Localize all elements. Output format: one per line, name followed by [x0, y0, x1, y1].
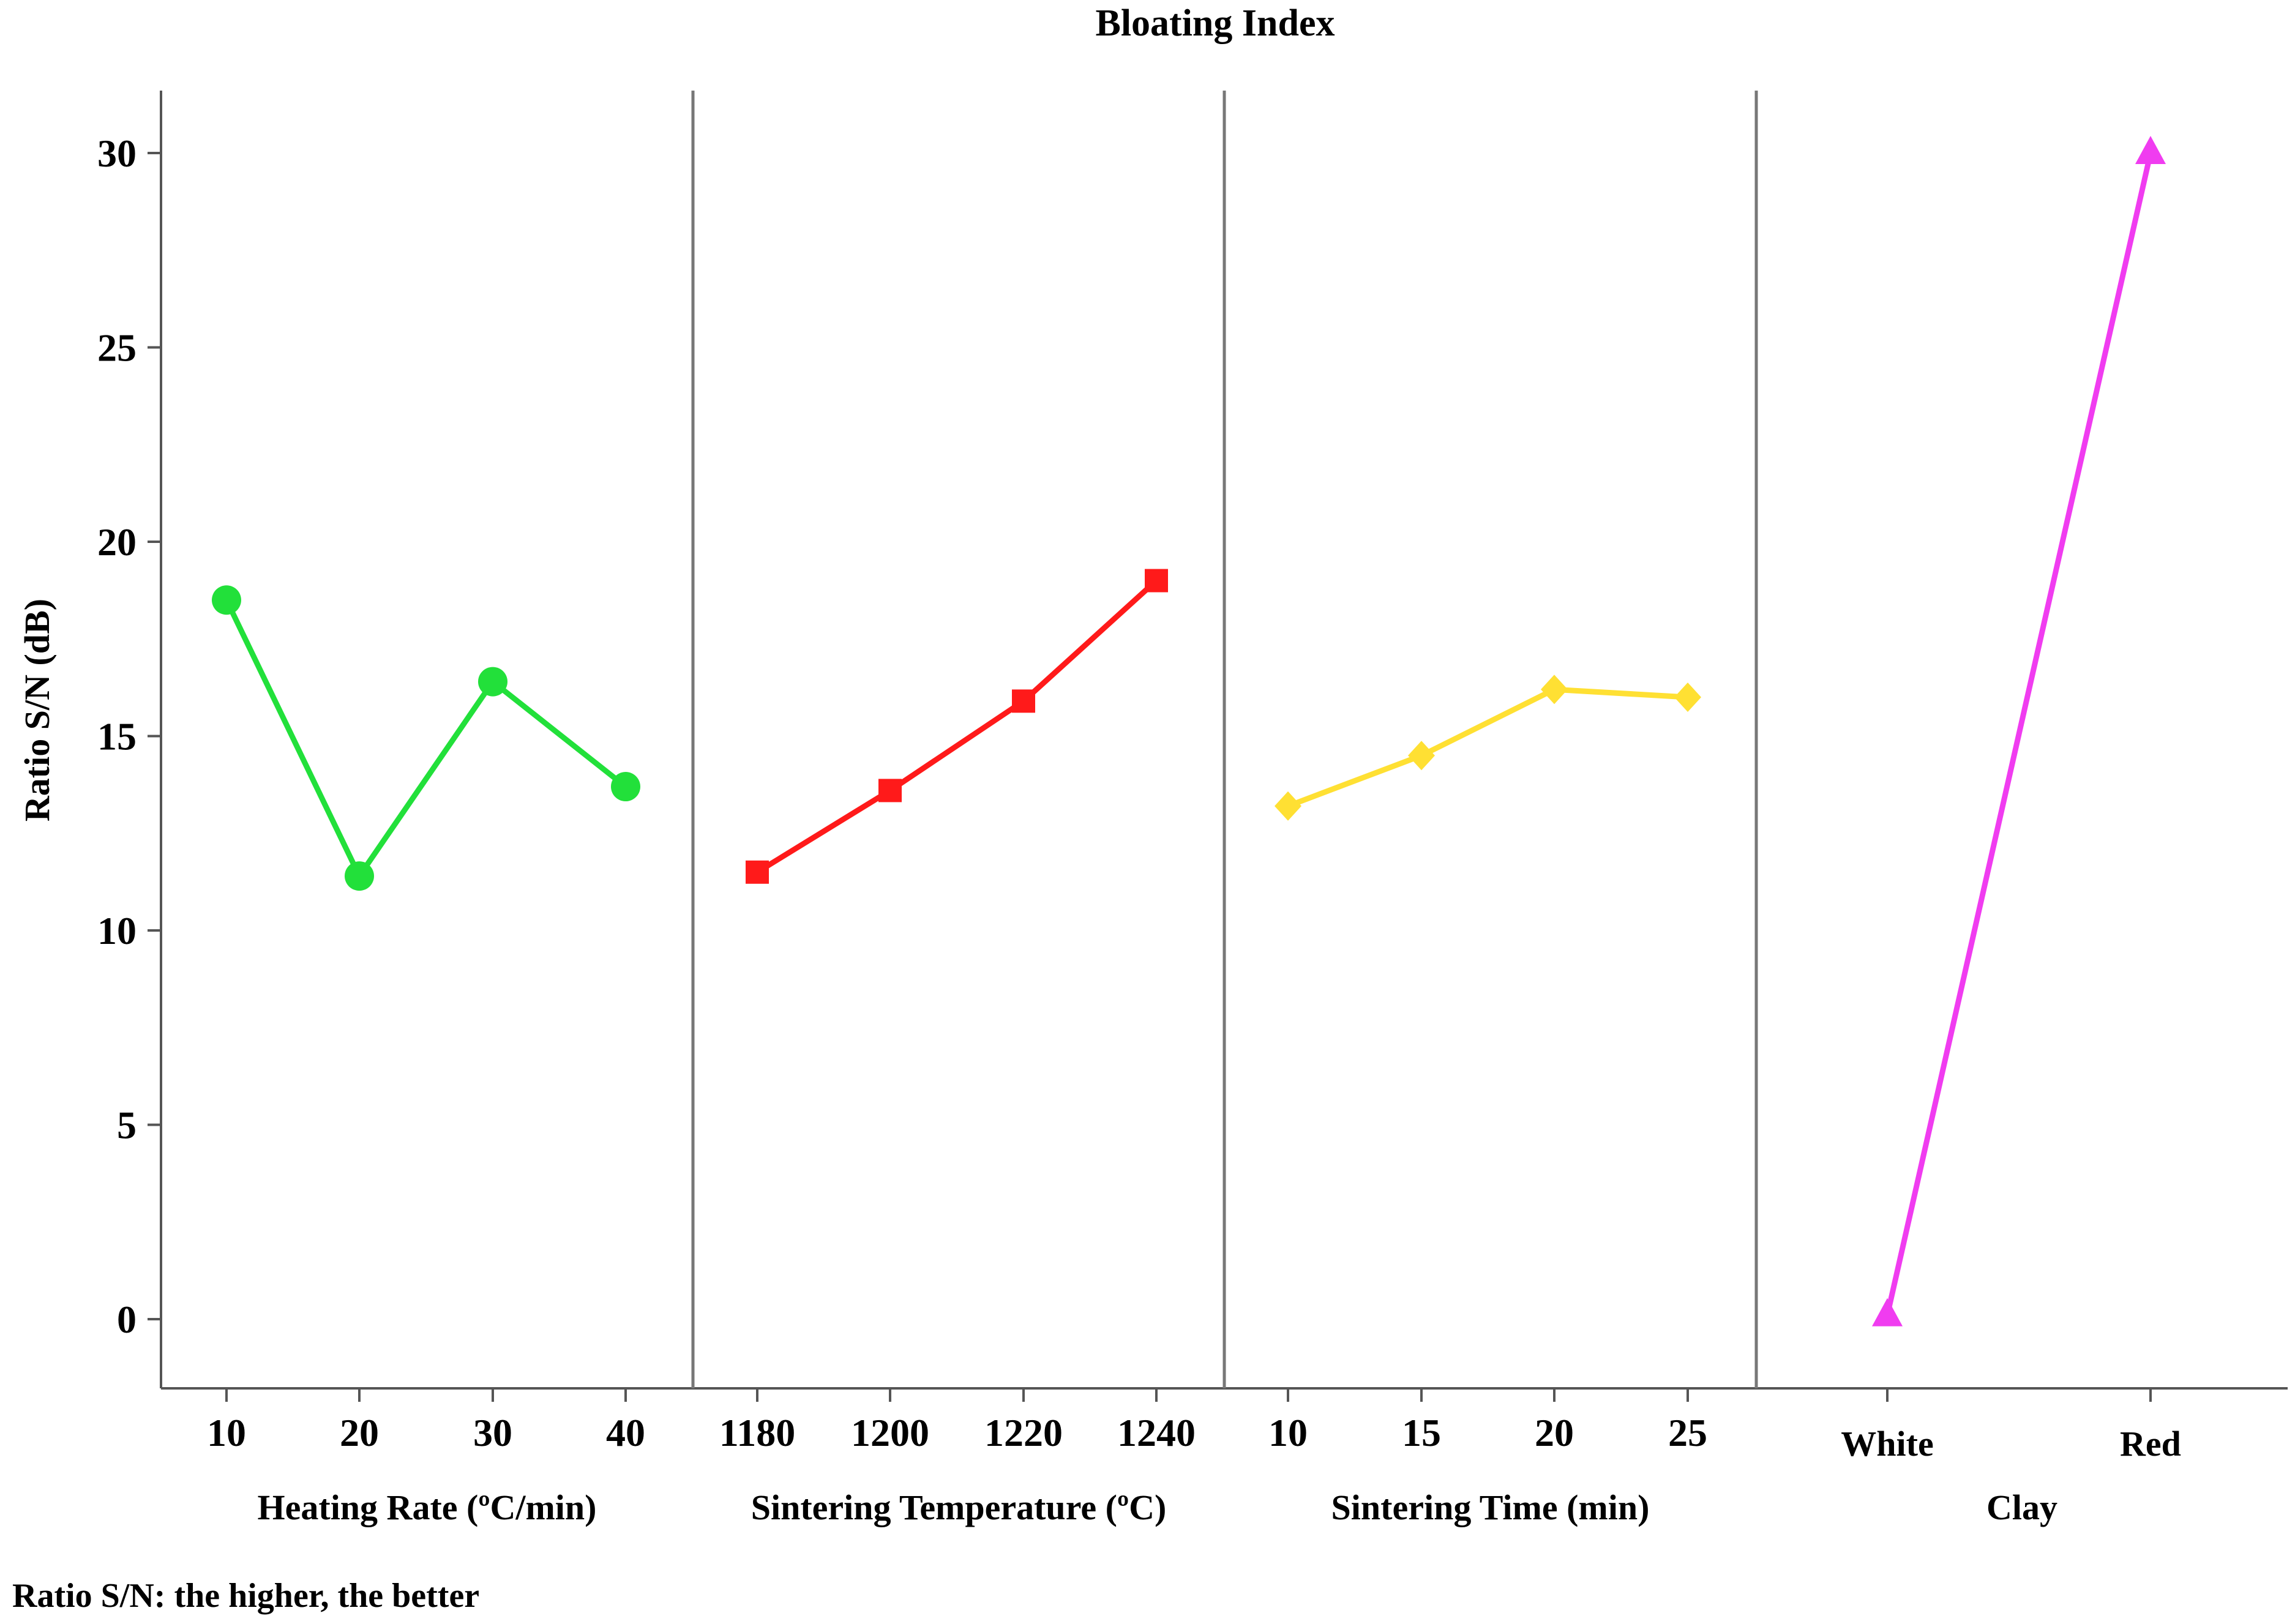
- series-line: [1884, 152, 2154, 1316]
- data-point: [2135, 136, 2166, 164]
- y-tick-label: 20: [97, 520, 137, 564]
- y-tick-label: 10: [97, 909, 137, 952]
- data-point: [1408, 741, 1435, 771]
- data-point: [1275, 791, 1301, 821]
- x-tick-label: 20: [340, 1411, 379, 1454]
- x-tick-label: 1240: [1117, 1411, 1196, 1454]
- x-tick-label: 1200: [851, 1411, 929, 1454]
- x-tick-label: 10: [1268, 1411, 1308, 1454]
- data-point: [878, 779, 902, 803]
- x-tick-label: 30: [473, 1411, 512, 1454]
- y-tick-label: 15: [97, 715, 137, 758]
- y-tick-label: 30: [97, 132, 137, 175]
- series-line: [223, 599, 627, 879]
- x-tick-label: 1220: [984, 1411, 1063, 1454]
- panel-3: 10 15 20 25 Sintering Time (min): [1268, 675, 1707, 1527]
- x-tick-label: White: [1841, 1424, 1933, 1464]
- data-point: [478, 667, 507, 697]
- data-point: [1012, 689, 1035, 713]
- data-point: [1145, 569, 1168, 593]
- panel-4: White Red Clay: [1841, 136, 2181, 1527]
- y-axis-title: Ratio S/N (dB): [17, 599, 57, 821]
- series-line: [755, 578, 1159, 875]
- footnote: Ratio S/N: the higher, the better: [12, 1577, 479, 1615]
- y-tick-label: 5: [117, 1104, 137, 1147]
- data-point: [345, 861, 374, 891]
- data-point: [746, 860, 769, 884]
- y-axis: 0 5 10 15 20 25 30: [97, 91, 2288, 1390]
- x-axis-title: Heating Rate (ºC/min): [258, 1487, 597, 1527]
- x-tick-label: 10: [207, 1411, 246, 1454]
- x-axis-title: Clay: [1986, 1487, 2057, 1527]
- series-line: [1287, 686, 1688, 809]
- x-tick-label: 15: [1402, 1411, 1441, 1454]
- x-axis-title: Sintering Time (min): [1331, 1487, 1650, 1527]
- data-point: [1541, 675, 1568, 705]
- chart-title: Bloating Index: [1095, 2, 1335, 44]
- x-tick-label: 1180: [719, 1411, 795, 1454]
- x-tick-label: 20: [1535, 1411, 1574, 1454]
- data-point: [611, 772, 640, 802]
- data-point: [1872, 1298, 1903, 1327]
- data-point: [212, 585, 241, 615]
- y-tick-label: 25: [97, 326, 137, 370]
- data-point: [1674, 683, 1701, 712]
- x-tick-label: Red: [2120, 1424, 2181, 1464]
- x-tick-label: 40: [606, 1411, 645, 1454]
- y-tick-label: 0: [117, 1298, 137, 1341]
- x-axis-title: Sintering Temperature (ºC): [751, 1487, 1167, 1527]
- x-tick-label: 25: [1668, 1411, 1707, 1454]
- panel-2: 1180 1200 1220 1240 Sintering Temperature (º…: [719, 569, 1196, 1527]
